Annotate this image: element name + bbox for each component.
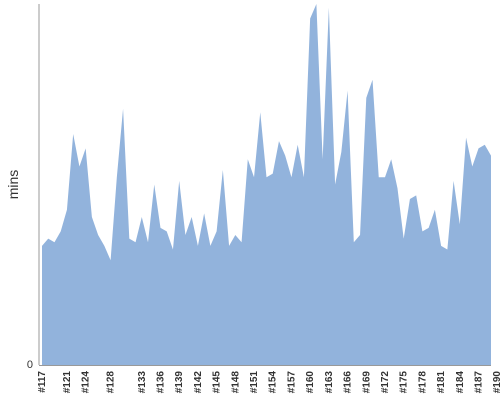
x-tick-label: #157 (286, 371, 297, 394)
x-tick-label: #160 (305, 371, 316, 394)
x-tick-label: #142 (193, 371, 204, 394)
x-tick-label: #175 (399, 371, 410, 394)
x-tick-label: #128 (106, 371, 117, 394)
plot-area (42, 4, 491, 365)
x-tick-label: #166 (343, 371, 354, 394)
x-tick-label: #121 (62, 371, 73, 394)
series-area (42, 4, 491, 365)
x-tick-label: #178 (417, 371, 428, 394)
x-axis-ticks: #117 #121 #124 #128 #133 #136 #139 #142 #145 #148… (37, 371, 500, 394)
x-tick-label: #139 (174, 371, 185, 394)
x-tick-label: #136 (155, 371, 166, 394)
x-tick-label: #117 (37, 371, 48, 393)
y-axis-label: mins (5, 170, 21, 200)
x-tick-label: #154 (268, 371, 279, 394)
x-tick-label: #133 (137, 371, 148, 394)
x-tick-label: #163 (324, 371, 335, 394)
x-tick-label: #169 (361, 371, 372, 394)
x-tick-label: #184 (455, 371, 466, 394)
x-tick-label: #151 (249, 371, 260, 394)
x-tick-label: #172 (380, 371, 391, 394)
x-tick-label: #181 (436, 371, 447, 394)
y-tick-label: 0 (27, 359, 33, 371)
y-axis-ticks: 0 (27, 359, 33, 371)
x-tick-label: #190 (492, 371, 500, 394)
x-tick-label: #187 (474, 371, 485, 394)
x-tick-label: #145 (212, 371, 223, 394)
x-tick-label: #148 (230, 371, 241, 394)
x-tick-label: #124 (81, 371, 92, 394)
